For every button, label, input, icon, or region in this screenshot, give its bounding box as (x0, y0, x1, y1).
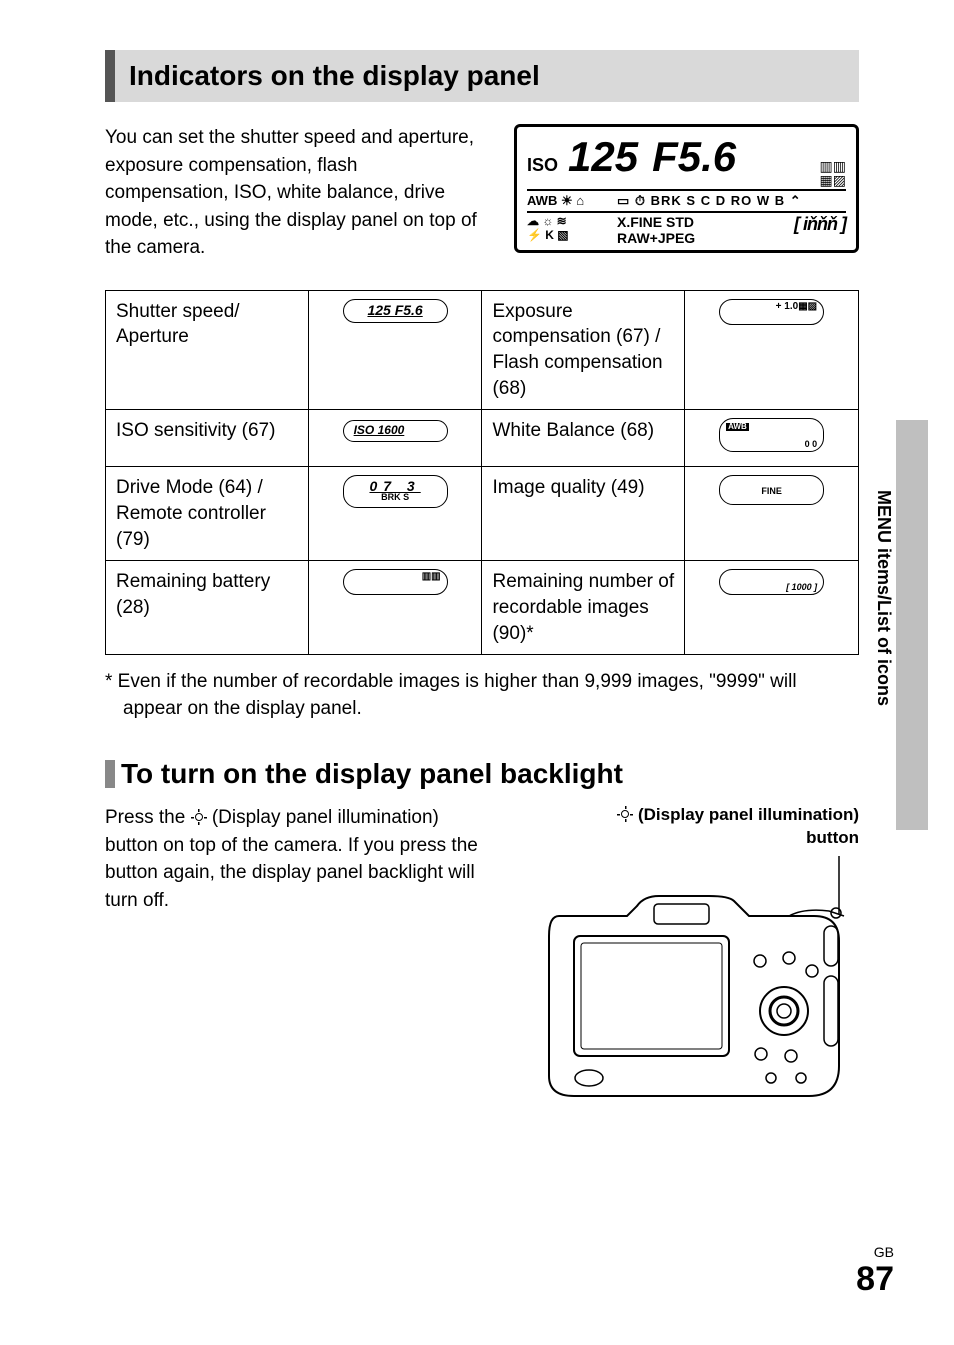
cell-icon: 125 F5.6 (308, 290, 482, 410)
bubble-text: 125 F5.6 (354, 303, 437, 317)
camera-figure: (Display panel illumination) button (529, 804, 859, 1121)
cell-label: White Balance (68) (482, 410, 685, 467)
bubble-text: [ 1000 ] (786, 583, 817, 592)
cell-icon: 07 3 BRK S (308, 467, 482, 561)
cell-label: Drive Mode (64) / Remote controller (79) (106, 467, 309, 561)
section-title: Indicators on the display panel (105, 50, 859, 102)
backlight-row: Press the (Display panel illumination) b… (105, 804, 859, 1121)
figure-label: (Display panel illumination) button (529, 804, 859, 850)
bubble-small: BRK S (354, 493, 437, 502)
bubble-text: ISO 1600 (354, 424, 437, 436)
side-tab: MENU items/List of icons (873, 490, 894, 760)
table-row: ISO sensitivity (67) ISO 1600 White Bala… (106, 410, 859, 467)
bubble-text: + 1.0▦▨ (776, 302, 817, 312)
intro-text: You can set the shutter speed and apertu… (105, 124, 484, 262)
cell-icon: ISO 1600 (308, 410, 482, 467)
heading-bar-icon (105, 760, 115, 788)
cell-label: Exposure compensation (67) / Flash compe… (482, 290, 685, 410)
table-row: Drive Mode (64) / Remote controller (79)… (106, 467, 859, 561)
heading-text: To turn on the display panel backlight (121, 758, 623, 790)
table-row: Shutter speed/ Aperture 125 F5.6 Exposur… (106, 290, 859, 410)
subsection-heading: To turn on the display panel backlight (105, 758, 859, 790)
page-num-value: 87 (856, 1260, 894, 1298)
lcd-row3-icons2: ⚡ K ▧ (527, 228, 569, 242)
indicators-table: Shutter speed/ Aperture 125 F5.6 Exposur… (105, 290, 859, 655)
lcd-iso-label: ISO (527, 155, 558, 176)
cell-label: Remaining battery (28) (106, 561, 309, 655)
text-frag: Press the (105, 807, 191, 828)
cell-label: Image quality (49) (482, 467, 685, 561)
cell-icon: AWB 0 0 (685, 410, 859, 467)
battery-icon: ▥▥ (422, 572, 441, 582)
display-illumination-icon (191, 809, 207, 825)
bubble-text: 0 0 (805, 440, 818, 449)
fig-label-1: (Display panel illumination) (633, 805, 859, 824)
cell-icon: [ 1000 ] (685, 561, 859, 655)
lcd-battery-icon: ▥▥▦▨ (820, 159, 846, 187)
lcd-aperture: F5.6 (652, 133, 736, 181)
lcd-quality2: RAW+JPEG (617, 230, 695, 246)
intro-row: You can set the shutter speed and apertu… (105, 124, 859, 262)
fig-label-2: button (806, 828, 859, 847)
camera-back-illustration (529, 856, 859, 1116)
lcd-row3-right: [ iňňň ] (794, 214, 846, 246)
lcd-shutter: 125 (568, 133, 638, 181)
lcd-quality1: X.FINE STD (617, 214, 694, 230)
cell-icon: ▥▥ (308, 561, 482, 655)
lcd-row2-left: AWB ☀ ⌂ (527, 193, 617, 209)
cell-icon: + 1.0▦▨ (685, 290, 859, 410)
page-number: GB 87 (856, 1244, 894, 1299)
cell-label: Remaining number of recordable images (9… (482, 561, 685, 655)
cell-label: ISO sensitivity (67) (106, 410, 309, 467)
bubble-text: FINE (730, 487, 813, 496)
lcd-row3-mid: X.FINE STD RAW+JPEG (617, 214, 794, 246)
table-row: Remaining battery (28) ▥▥ Remaining numb… (106, 561, 859, 655)
cell-label: Shutter speed/ Aperture (106, 290, 309, 410)
lcd-row2-right: ▭ ⏱ BRK S C D RO W B ⌃ (617, 193, 846, 209)
page-region: GB (856, 1244, 894, 1260)
display-panel-illustration: ISO 125 F5.6 ▥▥▦▨ AWB ☀ ⌂ ▭ ⏱ BRK S C D … (514, 124, 859, 253)
backlight-text: Press the (Display panel illumination) b… (105, 804, 493, 1121)
footnote: * Even if the number of recordable image… (105, 669, 859, 722)
cell-icon: FINE (685, 467, 859, 561)
lcd-row3-icons: ☁ ☼ ≋ (527, 214, 567, 228)
bubble-text: 07 3 (354, 479, 437, 493)
lcd-row3-left: ☁ ☼ ≋ ⚡ K ▧ (527, 214, 617, 246)
bubble-awb: AWB (726, 423, 749, 431)
display-illumination-icon (617, 806, 633, 822)
